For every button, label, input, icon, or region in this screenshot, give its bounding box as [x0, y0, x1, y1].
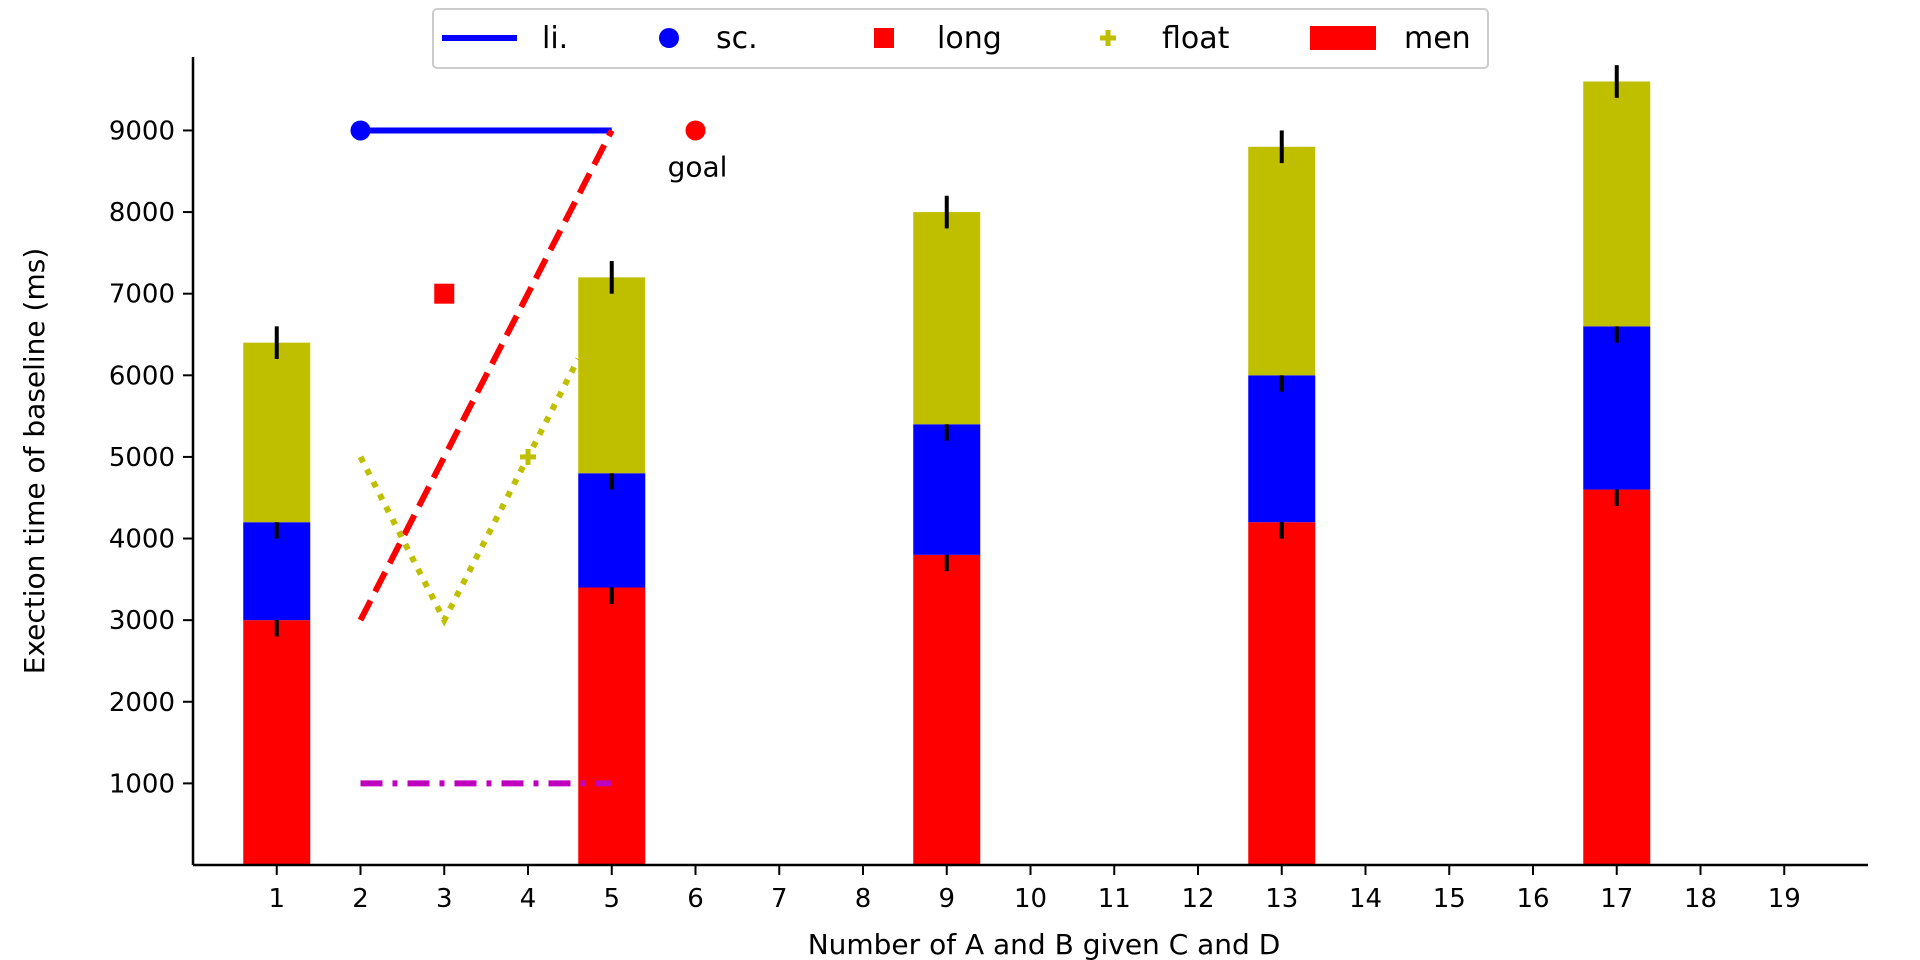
marker-label: goal: [668, 150, 728, 183]
square-marker: [434, 283, 455, 304]
bar-segment: [243, 342, 311, 523]
legend: li. sc. long float men: [432, 8, 1489, 69]
x-tick-label: 11: [1098, 884, 1131, 914]
legend-label: float: [1162, 21, 1230, 56]
line-start-marker: [350, 120, 371, 141]
y-tick-label: 8000: [109, 198, 175, 228]
x-tick-label: 8: [855, 884, 872, 914]
x-tick-label: 13: [1265, 884, 1298, 914]
bar-segment: [1583, 489, 1651, 865]
bar-segment: [1248, 146, 1316, 376]
x-tick-label: 4: [520, 884, 537, 914]
bars-layer: [243, 65, 1651, 865]
y-tick-label: 5000: [109, 443, 175, 473]
legend-handle-square: [874, 28, 894, 48]
y-axis-title: Exection time of baseline (ms): [18, 248, 51, 675]
legend-handle-patch: [1310, 26, 1376, 50]
series-line: [357, 357, 581, 627]
x-tick-label: 6: [687, 884, 704, 914]
ticks-layer: 1 2 3 4 5 6 7 8 9 10 11 12 13 14 15 16 17 18 1910002000300…: [109, 116, 1801, 914]
bar-segment: [913, 554, 981, 865]
bar-segment: [578, 587, 646, 865]
x-tick-label: 10: [1014, 884, 1047, 914]
y-tick-label: 2000: [109, 688, 175, 718]
legend-label: sc.: [716, 21, 758, 56]
legend-items: li. sc. long float men: [442, 21, 1471, 56]
legend-label: li.: [542, 21, 568, 56]
x-tick-label: 1: [268, 884, 285, 914]
x-tick-label: 3: [436, 884, 453, 914]
series-line: [357, 129, 615, 622]
y-tick-label: 3000: [109, 606, 175, 636]
x-tick-label: 16: [1516, 884, 1549, 914]
bar-segment: [913, 424, 981, 555]
y-tick-label: 6000: [109, 361, 175, 391]
y-tick-label: 9000: [109, 116, 175, 146]
x-tick-label: 18: [1684, 884, 1717, 914]
bar-segment: [913, 212, 981, 425]
x-tick-label: 14: [1349, 884, 1382, 914]
bar-segment: [1248, 375, 1316, 523]
bar-segment: [1583, 326, 1651, 490]
bar-segment: [578, 473, 646, 588]
x-tick-label: 17: [1600, 884, 1633, 914]
y-tick-label: 7000: [109, 280, 175, 310]
legend-frame: [432, 8, 1489, 69]
circle-marker: [685, 120, 706, 141]
x-tick-label: 9: [938, 884, 955, 914]
bar-segment: [243, 620, 311, 865]
x-tick-label: 19: [1768, 884, 1801, 914]
bar-segment: [1583, 81, 1651, 327]
bar-segment: [578, 277, 646, 474]
x-tick-label: 15: [1433, 884, 1466, 914]
y-tick-label: 1000: [109, 769, 175, 799]
legend-handle-circle: [659, 28, 679, 48]
x-tick-label: 2: [352, 884, 369, 914]
x-tick-label: 7: [771, 884, 788, 914]
legend-label: men: [1404, 21, 1471, 56]
bar-segment: [1248, 522, 1316, 865]
y-tick-label: 4000: [109, 525, 175, 555]
x-axis-title: Number of A and B given C and D: [808, 928, 1281, 960]
lines-layer: [357, 127, 615, 787]
legend-label: long: [937, 21, 1002, 56]
x-tick-label: 12: [1181, 884, 1214, 914]
markers-layer: goal: [350, 120, 728, 465]
x-tick-label: 5: [603, 884, 620, 914]
